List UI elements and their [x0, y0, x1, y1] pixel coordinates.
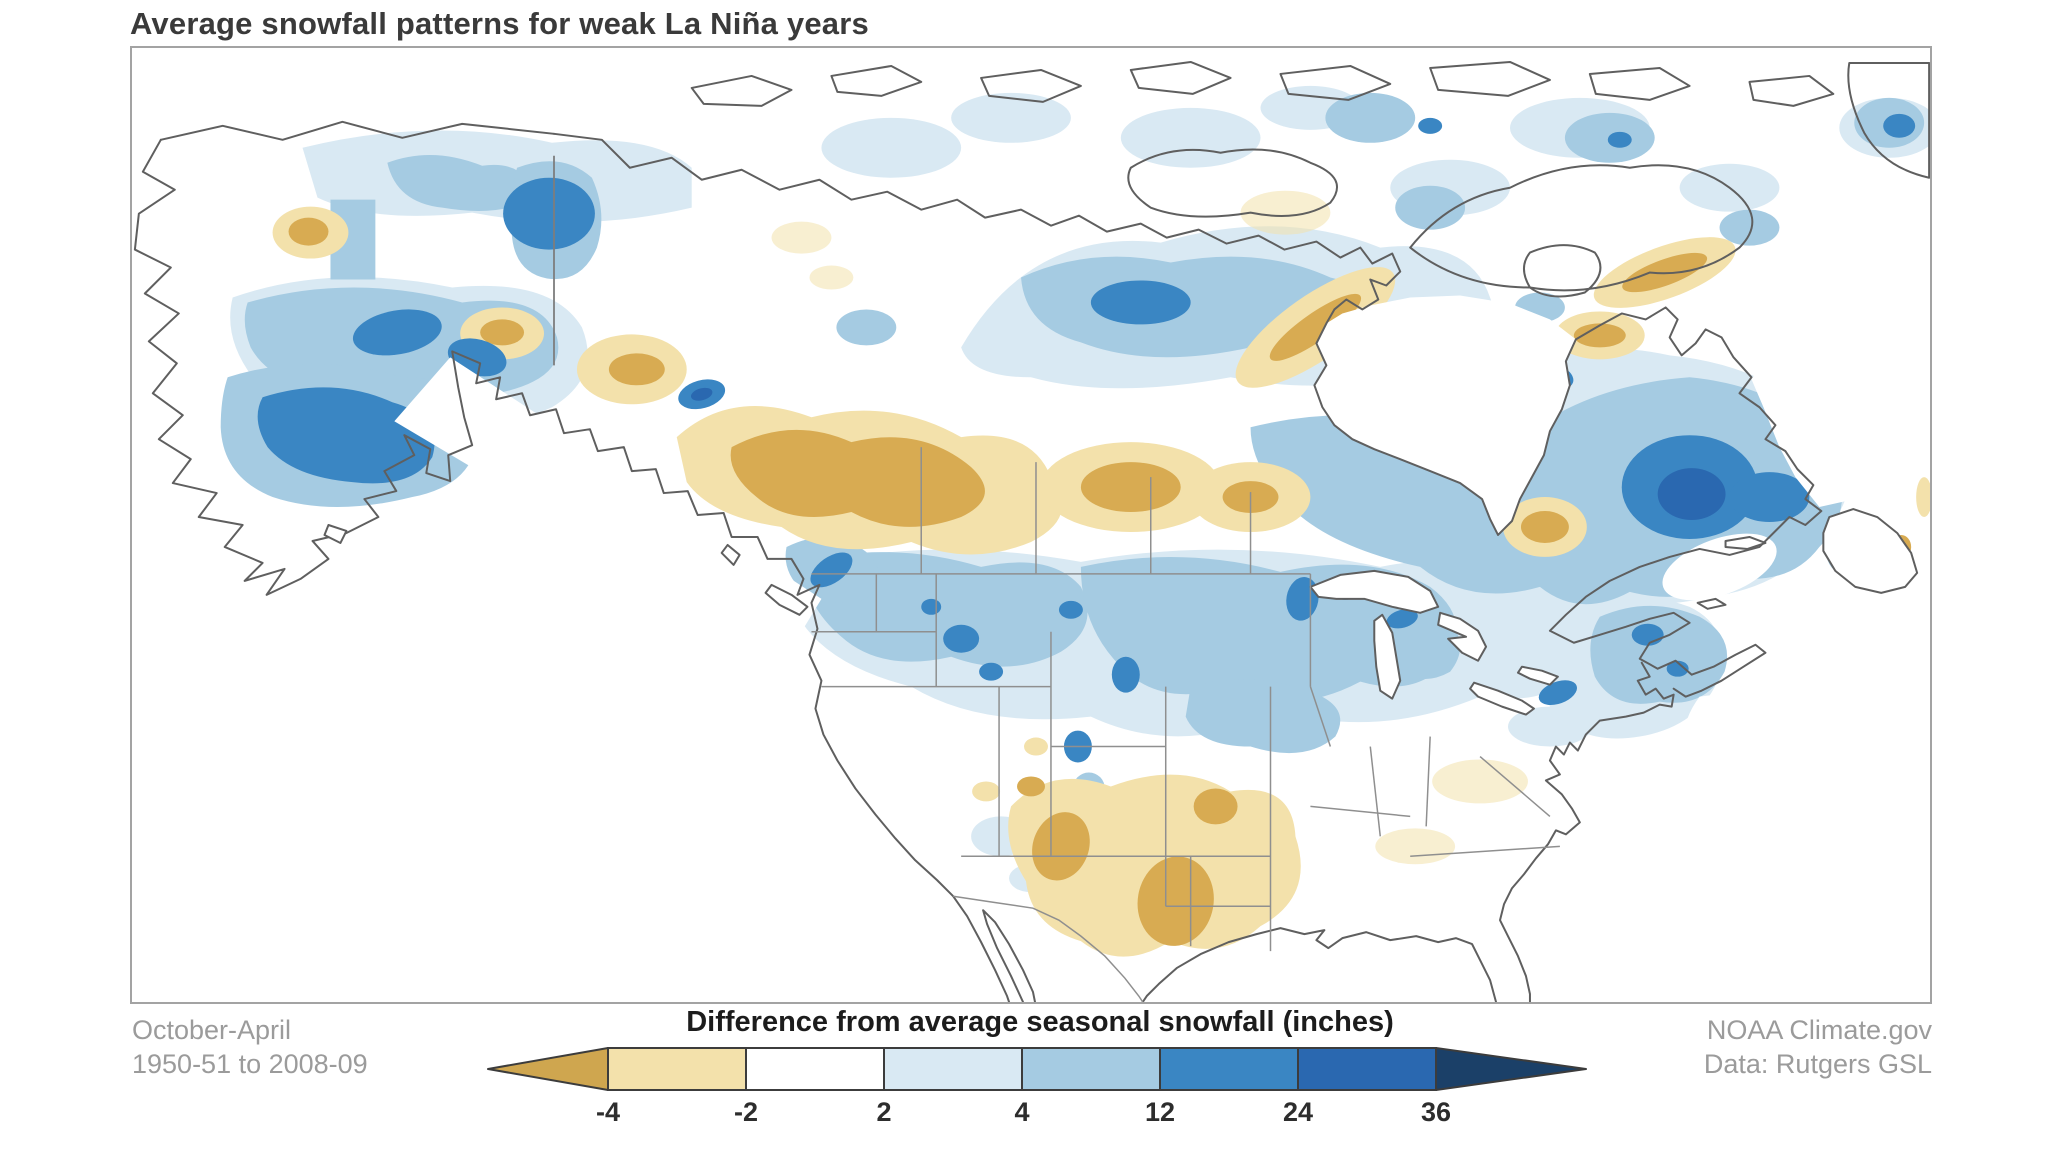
- legend-segment: [607, 1047, 747, 1091]
- period-line-1: October-April: [132, 1015, 292, 1045]
- anomaly-field-deep-blue: [690, 387, 1726, 521]
- great-lakes: [1309, 569, 1559, 716]
- legend-tick-label: 2: [876, 1097, 892, 1127]
- legend-arrow-right-icon: [1435, 1047, 1587, 1091]
- credit-note: NOAA Climate.gov Data: Rutgers GSL: [1704, 1014, 1932, 1082]
- period-note: October-April 1950-51 to 2008-09: [132, 1014, 368, 1082]
- legend: Difference from average seasonal snowfal…: [480, 1006, 1600, 1133]
- credit-line-1: NOAA Climate.gov: [1706, 1015, 1932, 1045]
- legend-segment: [745, 1047, 885, 1091]
- legend-ticks: -4 -2 2 4 12 24 36: [480, 1097, 1600, 1133]
- legend-segment: [883, 1047, 1023, 1091]
- legend-title: Difference from average seasonal snowfal…: [686, 1006, 1394, 1038]
- legend-tick-label: 24: [1282, 1097, 1314, 1127]
- legend-tick-label: -4: [595, 1097, 621, 1127]
- legend-tick-label: 12: [1144, 1097, 1176, 1127]
- legend-arrow-left-icon: [487, 1047, 609, 1091]
- legend-segment: [1021, 1047, 1161, 1091]
- figure-title: Average snowfall patterns for weak La Ni…: [130, 6, 869, 41]
- legend-colorbar: [487, 1047, 1587, 1091]
- period-line-2: 1950-51 to 2008-09: [132, 1048, 368, 1079]
- credit-line-2: Data: Rutgers GSL: [1703, 1048, 1932, 1079]
- legend-segment: [1297, 1047, 1437, 1091]
- water-bodies: [394, 295, 1930, 789]
- state-borders: [553, 155, 1560, 1002]
- snowfall-map: [133, 60, 1930, 1002]
- legend-tick-label: -2: [733, 1097, 759, 1127]
- legend-tick-label: 4: [1014, 1097, 1030, 1127]
- coastlines: [133, 60, 1930, 1002]
- legend-tick-label: 36: [1420, 1097, 1452, 1127]
- map-frame: [130, 46, 1932, 1004]
- legend-segment: [1159, 1047, 1299, 1091]
